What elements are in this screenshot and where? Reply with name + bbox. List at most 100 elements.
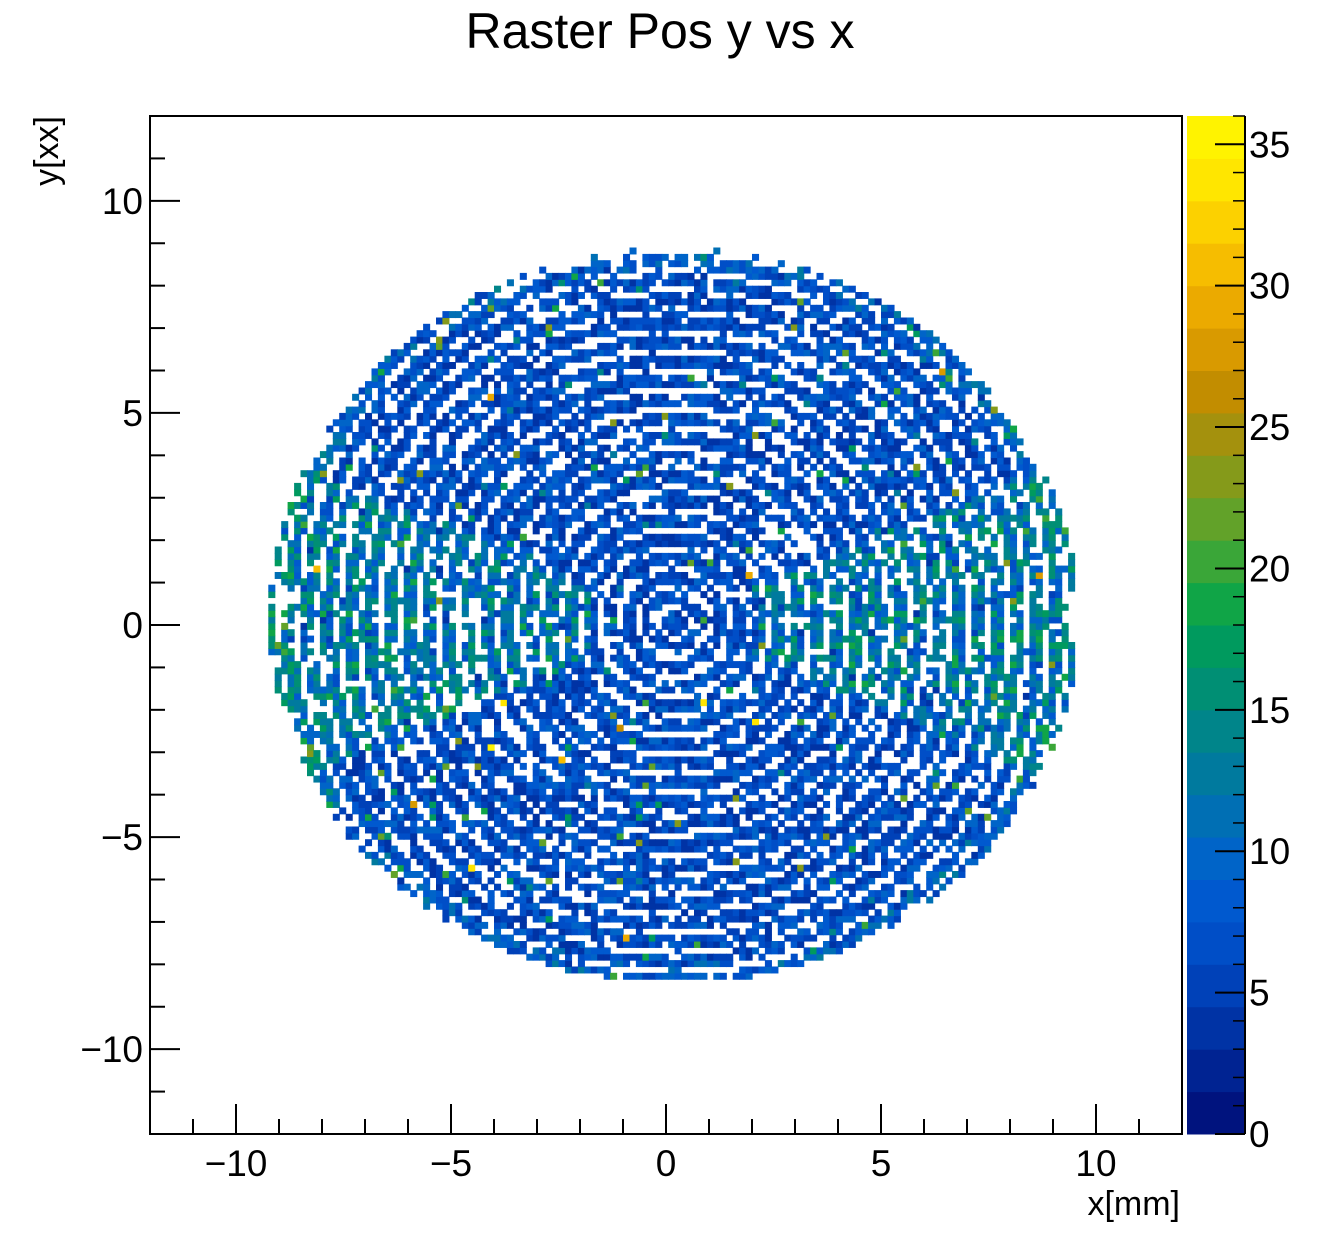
heatmap-cell (777, 883, 785, 891)
heatmap-cell (635, 820, 643, 828)
heatmap-cell (468, 374, 476, 382)
heatmap-cell (655, 941, 663, 948)
heatmap-cell (539, 298, 547, 306)
heatmap-cell (365, 616, 373, 624)
heatmap-cell (674, 514, 682, 522)
heatmap-cell (681, 724, 689, 732)
heatmap-cell (423, 705, 431, 713)
heatmap-cell (545, 514, 553, 522)
heatmap-cell (642, 260, 650, 268)
heatmap-cell (345, 425, 353, 433)
heatmap-cell (784, 457, 792, 465)
heatmap-cell (629, 718, 637, 726)
heatmap-cell (436, 342, 444, 350)
heatmap-cell (442, 451, 450, 459)
heatmap-cell (590, 864, 598, 872)
heatmap-cell (545, 915, 553, 923)
heatmap-cell (332, 667, 340, 675)
heatmap-cell (552, 864, 560, 872)
heatmap-cell (487, 355, 495, 363)
heatmap-cell (610, 915, 618, 923)
heatmap-cell (313, 463, 321, 471)
heatmap-cell (597, 552, 605, 560)
heatmap-cell (771, 877, 779, 885)
heatmap-cell (552, 304, 560, 312)
heatmap-cell (777, 298, 785, 306)
heatmap-cell (681, 896, 689, 904)
heatmap-cell (610, 616, 618, 624)
heatmap-cell (590, 616, 598, 624)
heatmap-cell (764, 705, 772, 713)
heatmap-cell (771, 381, 779, 389)
heatmap-cell (552, 667, 560, 675)
heatmap-cell (365, 851, 373, 859)
heatmap-cell (674, 781, 682, 789)
heatmap-cell (442, 584, 450, 592)
heatmap-cell (590, 635, 598, 643)
heatmap-cell (571, 540, 579, 548)
heatmap-cell (706, 794, 714, 802)
heatmap-cell (732, 794, 740, 802)
heatmap-cell (745, 890, 753, 898)
heatmap-cell (565, 871, 573, 878)
heatmap-cell (500, 406, 508, 414)
heatmap-cell (739, 769, 747, 777)
heatmap-cell (532, 953, 540, 961)
heatmap-cell (752, 323, 760, 331)
heatmap-cell (332, 642, 340, 649)
heatmap-cell (771, 813, 779, 821)
heatmap-cell (655, 642, 663, 649)
heatmap-cell (706, 941, 714, 948)
heatmap-cell (629, 572, 637, 579)
heatmap-cell (610, 419, 618, 427)
heatmap-cell (706, 597, 714, 605)
heatmap-cell (790, 648, 798, 656)
heatmap-cell (319, 463, 327, 471)
heatmap-cell (532, 915, 540, 923)
heatmap-cell (526, 317, 534, 325)
heatmap-cell (642, 972, 650, 980)
heatmap-cell (526, 400, 534, 408)
heatmap-cell (448, 622, 456, 630)
heatmap-cell (532, 457, 540, 465)
heatmap-cell (584, 521, 592, 529)
heatmap-cell (790, 762, 798, 770)
heatmap-cell (565, 654, 573, 662)
heatmap-cell (610, 832, 618, 840)
heatmap-cell (771, 591, 779, 599)
heatmap-cell (739, 387, 747, 395)
heatmap-cell (339, 718, 347, 726)
heatmap-cell (352, 444, 360, 452)
heatmap-cell (506, 572, 514, 579)
heatmap-cell (616, 381, 624, 389)
heatmap-cell (603, 928, 611, 936)
heatmap-cell (455, 699, 463, 707)
heatmap-cell (552, 692, 560, 700)
heatmap-cell (384, 801, 392, 808)
heatmap-cell (423, 692, 431, 700)
heatmap-cell (610, 712, 618, 719)
heatmap-cell (616, 839, 624, 847)
heatmap-cell (455, 559, 463, 567)
heatmap-cell (726, 705, 734, 713)
heatmap-cell (758, 871, 766, 878)
heatmap-cell (623, 839, 631, 847)
heatmap-cell (468, 654, 476, 662)
heatmap-cell (584, 502, 592, 509)
heatmap-cell (506, 591, 514, 599)
heatmap-cell (777, 521, 785, 529)
heatmap-cell (610, 953, 618, 961)
heatmap-cell (436, 533, 444, 541)
heatmap-cell (448, 597, 456, 605)
heatmap-cell (739, 546, 747, 554)
heatmap-cell (565, 330, 573, 338)
heatmap-cell (403, 661, 411, 669)
heatmap-cell (436, 801, 444, 808)
heatmap-cell (590, 756, 598, 764)
heatmap-cell (629, 603, 637, 611)
heatmap-cell (719, 712, 727, 719)
heatmap-cell (635, 654, 643, 662)
heatmap-cell (571, 813, 579, 821)
heatmap-cell (739, 909, 747, 917)
heatmap-cell (732, 603, 740, 611)
